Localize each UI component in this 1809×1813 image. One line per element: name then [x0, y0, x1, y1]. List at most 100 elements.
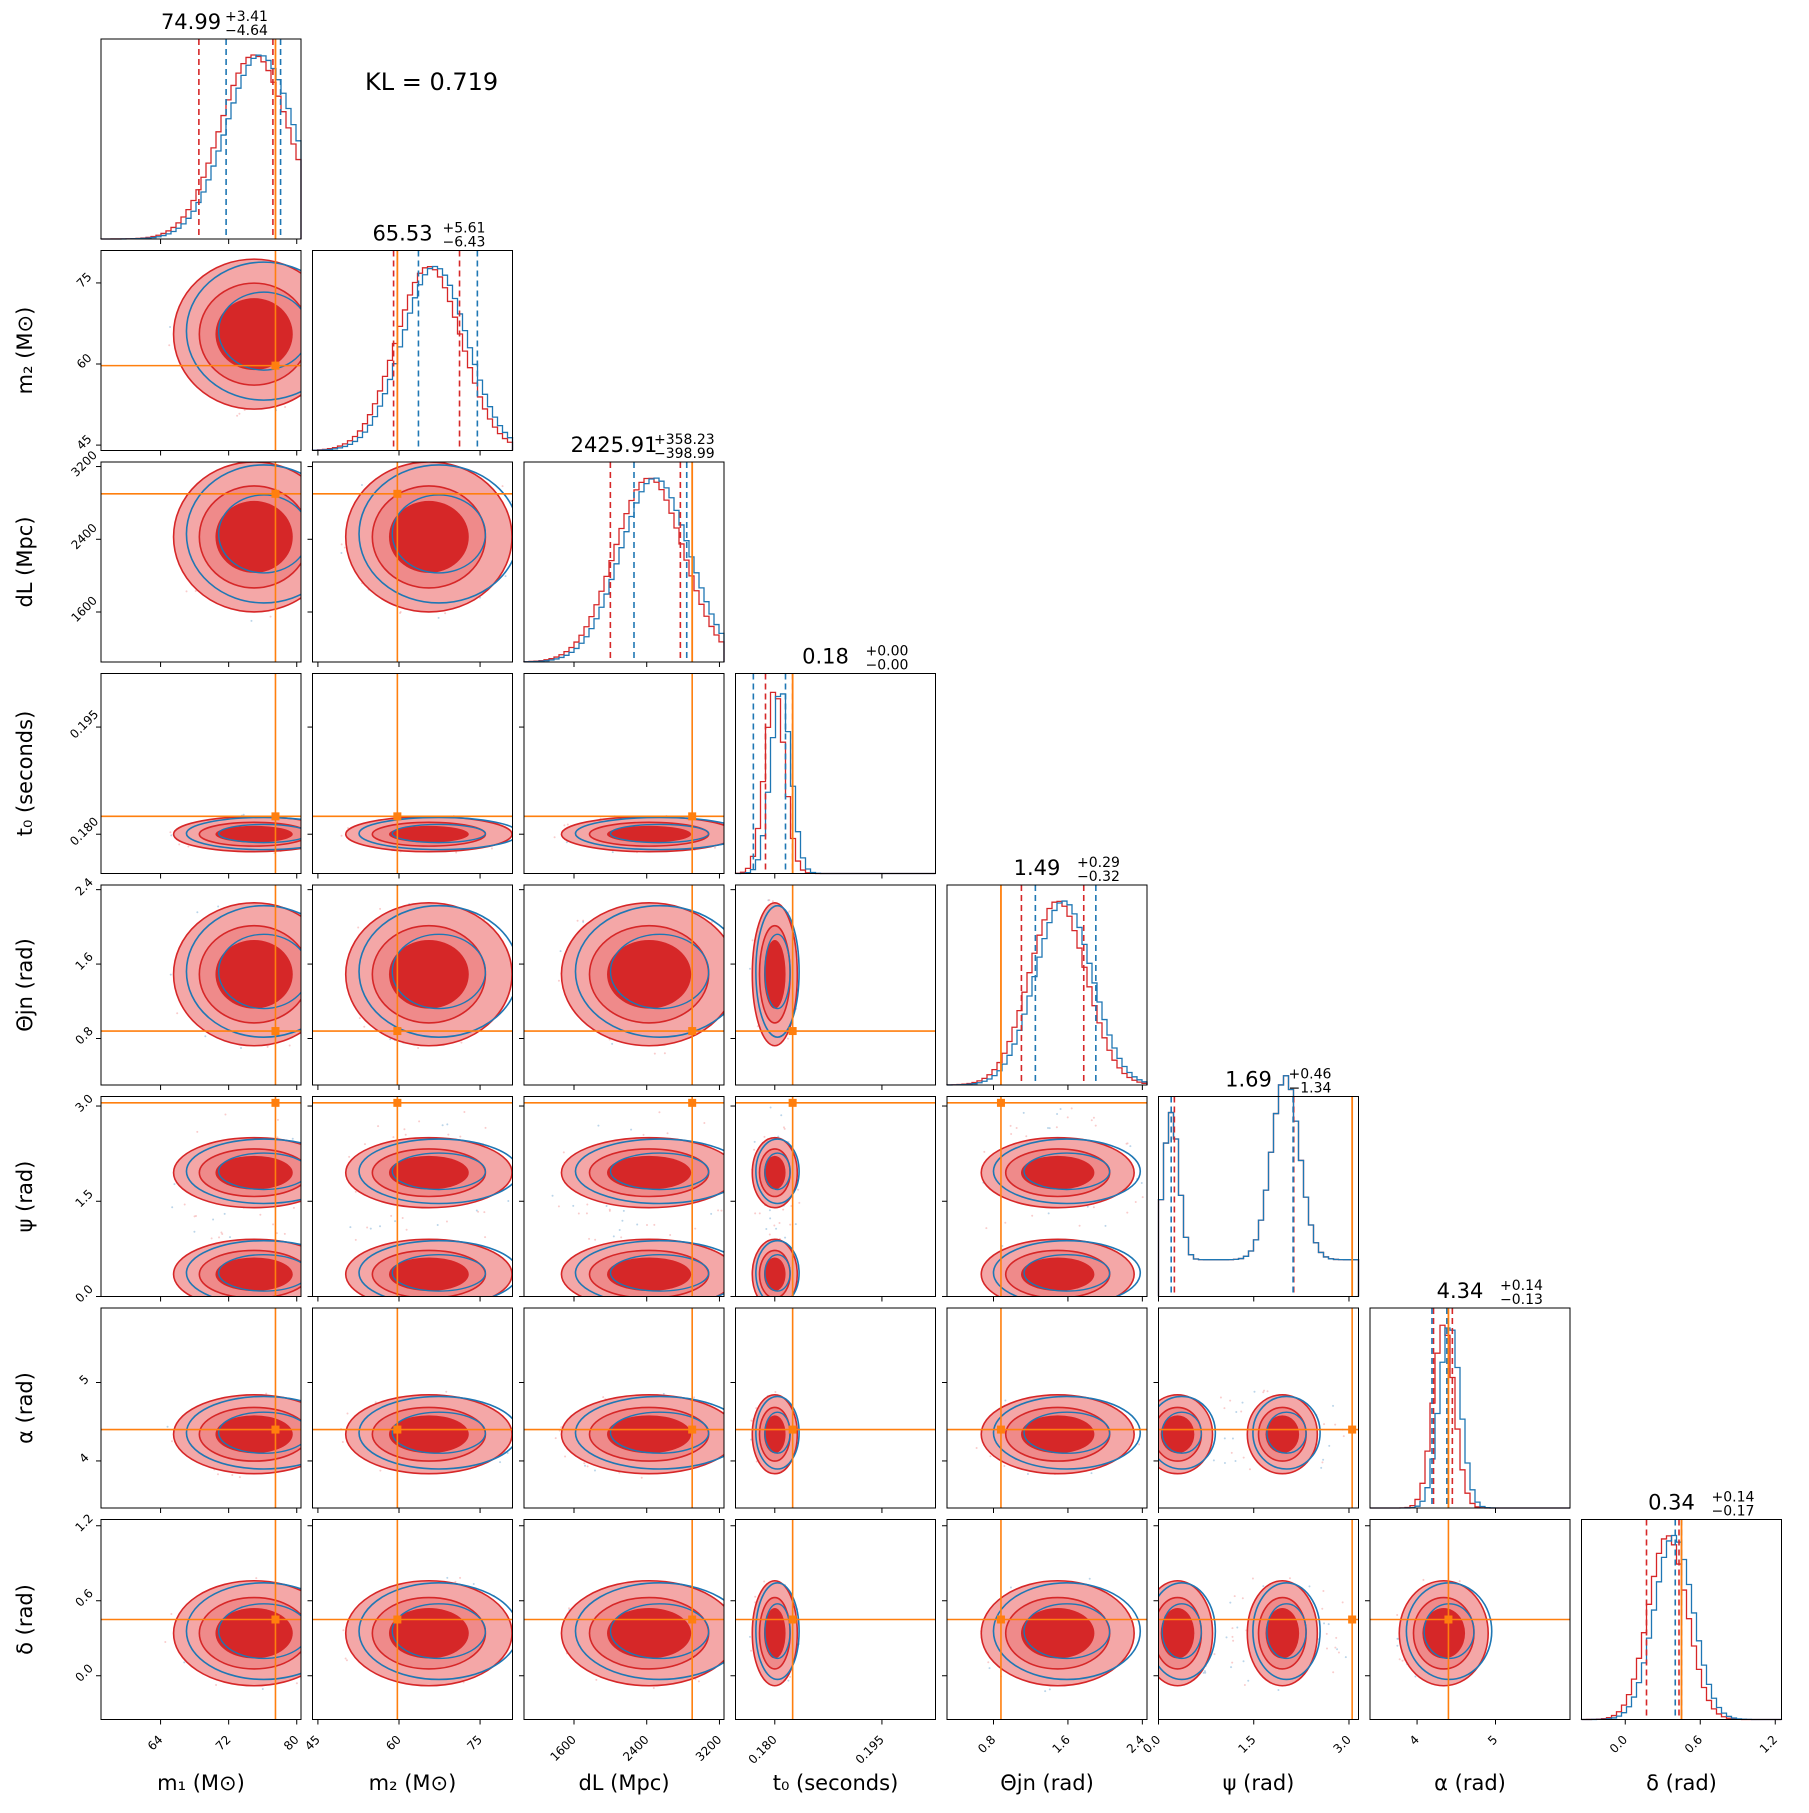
sample-point-delta-psi: [1251, 1577, 1254, 1580]
x-tick-label-t0-0: 0.180: [746, 1733, 780, 1767]
sample-point-psi-t0: [780, 1114, 783, 1117]
sample-point-t0-dL: [728, 827, 730, 829]
sample-point-delta-t0: [748, 1635, 751, 1638]
density-psi-m1: [101, 1096, 334, 1297]
x-tick-label-delta-1: 0.6: [1682, 1733, 1705, 1756]
sample-point-dL-m2: [413, 456, 415, 458]
sample-point-psi-t0: [782, 1126, 785, 1129]
sample-point-dL-m1: [331, 569, 333, 571]
sample-point-alpha-m2: [499, 1461, 502, 1464]
sample-point-delta-m1: [328, 1609, 330, 1611]
sample-point-theta_jn-m1: [169, 973, 172, 976]
contour-outer-b-psi-theta_jn-1: [992, 1138, 1142, 1205]
density-delta-t0: [735, 1519, 936, 1720]
sample-point-theta_jn-m2: [514, 951, 516, 953]
density-m2-m1: [101, 250, 301, 451]
density-theta_jn-m1: [101, 885, 303, 1085]
histogram-a-theta_jn: [946, 900, 1148, 1086]
title-minus-dL: −398.99: [654, 446, 715, 462]
panel-frame-t0-dL: [523, 673, 725, 874]
contour-outer-b-theta_jn-m1-0: [185, 904, 301, 1038]
sample-point-delta-m2: [454, 1580, 457, 1583]
sample-point-t0-m1: [242, 813, 245, 816]
sample-point-dL-m1: [194, 590, 197, 593]
sample-point-psi-t0: [769, 1106, 772, 1109]
y-tick-label-dL-2: 3200: [68, 448, 99, 479]
contour-inner-b-t0-dL-0: [609, 823, 710, 844]
contour-inner-b-psi-theta_jn-0: [1023, 1253, 1111, 1292]
x-tick-label-theta_jn-1: 1.6: [1049, 1733, 1072, 1756]
contour-inner-b-alpha-psi-1: [1266, 1411, 1307, 1454]
x-tick-label-m2-0: 45: [302, 1733, 323, 1754]
sample-point-psi-t0: [768, 1233, 771, 1236]
sample-point-delta-psi: [1230, 1666, 1233, 1669]
sample-point-psi-theta_jn: [985, 1227, 988, 1230]
sample-point-alpha-m2: [341, 1440, 344, 1443]
sample-point-alpha-m1: [304, 1407, 306, 1409]
panel-frame-alpha-alpha: [1369, 1307, 1571, 1509]
sample-point-delta-m2: [472, 1582, 475, 1585]
sample-point-delta-t0: [763, 1580, 766, 1583]
sample-point-theta_jn-m1: [204, 1035, 207, 1038]
sample-point-theta_jn-dL: [710, 920, 713, 923]
sample-point-alpha-t0: [755, 1460, 758, 1463]
sample-point-psi-m2: [354, 1238, 357, 1241]
truth-marker-psi-t0: [788, 1098, 797, 1107]
sample-point-delta-m1: [322, 1621, 324, 1623]
panel-frame-delta-theta_jn: [946, 1519, 1148, 1720]
sample-point-psi-theta_jn: [1126, 1211, 1129, 1214]
histogram-b-dL: [523, 477, 725, 663]
contour-core-a-alpha-m2-0: [388, 1415, 469, 1454]
sample-point-delta-psi: [1336, 1648, 1339, 1651]
sample-point-theta_jn-m1: [176, 1012, 179, 1015]
panel-alpha-alpha: 4.34 +0.14−0.13: [1369, 1278, 1571, 1513]
sample-point-delta-alpha: [1398, 1658, 1401, 1661]
sample-point-psi-m2: [445, 1220, 448, 1223]
sample-point-psi-m2: [477, 1210, 480, 1213]
contour-core-a-theta_jn-m2-0: [388, 940, 469, 1009]
y-tick-label-alpha-0: 4: [77, 1450, 92, 1465]
contour-inner-b-delta-psi-1: [1266, 1603, 1307, 1660]
panel-frame-dL-m1: [100, 461, 302, 663]
density-alpha-m2: [312, 1308, 513, 1508]
sample-point-delta-psi: [1231, 1635, 1234, 1638]
sample-point-delta-psi: [1326, 1647, 1329, 1650]
panel-t0-m2: [307, 673, 513, 879]
histogram-b-psi: [1157, 1075, 1360, 1297]
truth-marker-alpha-dL: [688, 1425, 697, 1434]
sample-point-theta_jn-t0: [748, 967, 751, 970]
x-tick-label-psi-0: 0.0: [1140, 1733, 1163, 1756]
sample-point-alpha-m1: [321, 1411, 323, 1413]
sample-point-dL-m1: [261, 457, 263, 459]
sample-point-alpha-psi: [1235, 1411, 1238, 1414]
sample-point-delta-psi: [1335, 1636, 1338, 1639]
sample-point-delta-psi: [1288, 1577, 1291, 1580]
sample-point-psi-m1: [308, 1233, 310, 1235]
sample-point-alpha-theta_jn: [1138, 1443, 1141, 1446]
sample-point-theta_jn-m1: [301, 954, 303, 956]
sample-point-delta-t0: [787, 1679, 790, 1682]
truth-marker-alpha-psi: [1348, 1425, 1357, 1434]
sample-point-psi-theta_jn: [1015, 1127, 1018, 1130]
panel-frame-alpha-psi: [1158, 1307, 1359, 1509]
sample-point-delta-psi: [1332, 1671, 1335, 1674]
sample-point-alpha-psi: [1323, 1423, 1326, 1426]
density-alpha-t0: [735, 1308, 936, 1508]
contour-core-a-dL-m1-0: [215, 500, 293, 573]
density-delta-m1: [101, 1519, 330, 1720]
sample-point-theta_jn-m2: [358, 1017, 361, 1020]
sample-point-psi-m1: [196, 1130, 199, 1133]
sample-point-psi-m1: [332, 1164, 334, 1166]
sample-point-alpha-dL: [564, 1455, 567, 1458]
sample-point-alpha-psi: [1321, 1461, 1324, 1464]
x-tick-label-psi-1: 1.5: [1235, 1733, 1258, 1756]
sample-point-delta-theta_jn: [1088, 1577, 1091, 1580]
contour-outer-b-delta-psi-0: [1158, 1582, 1217, 1681]
panel-t0-m1: 0.180 0.195: [67, 673, 302, 879]
sample-point-psi-t0: [769, 1217, 772, 1220]
density-alpha-theta_jn: [947, 1308, 1147, 1508]
sample-point-alpha-psi: [1342, 1435, 1345, 1438]
sample-point-delta-psi: [1229, 1601, 1232, 1604]
contour-inner-b-delta-psi-0: [1161, 1603, 1203, 1660]
sample-point-alpha-psi: [1248, 1468, 1251, 1471]
